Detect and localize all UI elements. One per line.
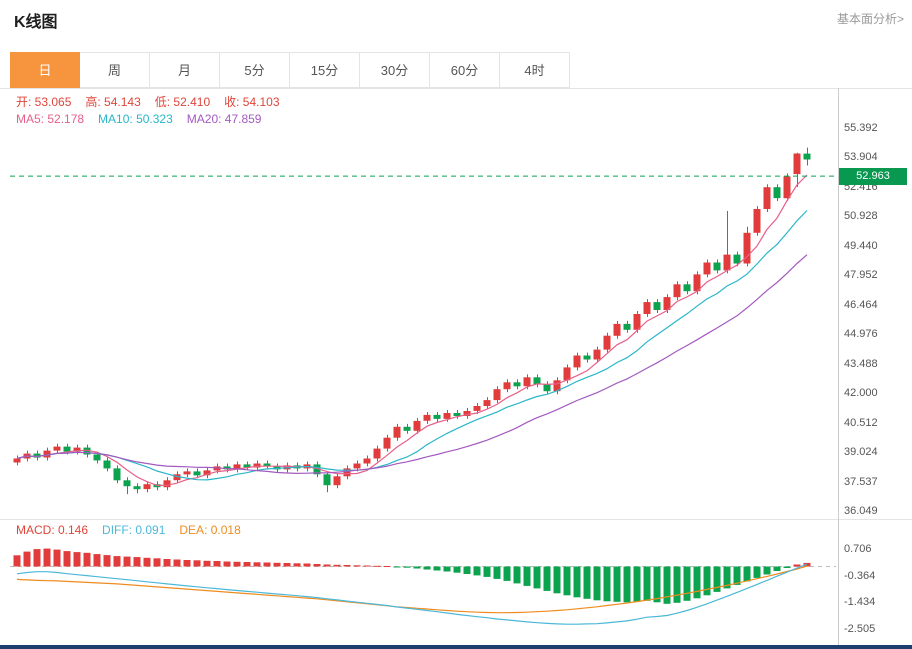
info-high: 高: 54.143	[85, 95, 141, 109]
info-open: 开: 53.065	[16, 95, 72, 109]
y-axis-label: 46.464	[844, 299, 878, 311]
tab-5分[interactable]: 5分	[220, 52, 290, 88]
dea-line	[16, 565, 808, 614]
y-axis-label: 42.000	[844, 387, 878, 399]
y-axis-label: 39.024	[844, 446, 878, 458]
tab-4时[interactable]: 4时	[500, 52, 570, 88]
y-axis-label: 47.952	[844, 269, 878, 281]
tab-日[interactable]: 日	[10, 52, 80, 88]
y-axis-line	[838, 88, 839, 645]
page-title: K线图	[14, 14, 58, 31]
ma20-line	[16, 254, 808, 475]
y-axis-label: 50.928	[844, 210, 878, 222]
info-diff: DIFF: 0.091	[102, 523, 166, 537]
y-axis-label: 55.392	[844, 122, 878, 134]
y-axis-label: 0.706	[844, 543, 872, 555]
y-axis-label: 49.440	[844, 240, 878, 252]
y-axis-label: 53.904	[844, 151, 878, 163]
ma-info: MA5: 52.178 MA10: 50.323 MA20: 47.859	[16, 112, 275, 126]
bottom-scrollbar[interactable]	[0, 645, 912, 649]
chart-top-border	[0, 88, 912, 89]
tab-60分[interactable]: 60分	[430, 52, 500, 88]
y-axis-label: -2.505	[844, 623, 876, 635]
current-price-badge: 52.963	[839, 168, 907, 185]
panel-divider	[0, 519, 912, 520]
y-axis-label: 40.512	[844, 417, 878, 429]
info-ma10: MA10: 50.323	[98, 112, 173, 126]
ma5-line	[16, 174, 808, 486]
info-close: 收: 54.103	[224, 95, 280, 109]
info-dea: DEA: 0.018	[179, 523, 241, 537]
tab-30分[interactable]: 30分	[360, 52, 430, 88]
y-axis-label: 37.537	[844, 476, 878, 488]
macd-histogram	[13, 548, 811, 604]
macd-info: MACD: 0.146 DIFF: 0.091 DEA: 0.018	[16, 523, 255, 537]
tab-周[interactable]: 周	[80, 52, 150, 88]
fundamental-analysis-link[interactable]: 基本面分析>	[836, 12, 904, 26]
candles-group	[13, 147, 811, 495]
y-axis-label: 44.976	[844, 328, 878, 340]
info-ma5: MA5: 52.178	[16, 112, 85, 126]
diff-line	[16, 563, 808, 625]
timeframe-tabs: 日周月 5分 15分 30分 60分 4时	[10, 52, 570, 88]
ohlc-info: 开: 53.065 高: 54.143 低: 52.410 收: 54.103	[16, 93, 294, 110]
tab-月[interactable]: 月	[150, 52, 220, 88]
info-low: 低: 52.410	[154, 95, 211, 109]
y-axis-label: -0.364	[844, 570, 876, 582]
info-macd: MACD: 0.146	[16, 523, 89, 537]
info-ma20: MA20: 47.859	[186, 112, 262, 126]
y-axis-label: 43.488	[844, 358, 878, 370]
tab-15分[interactable]: 15分	[290, 52, 360, 88]
y-axis-label: 36.049	[844, 505, 878, 517]
y-axis-label: -1.434	[844, 596, 876, 608]
ma10-line	[16, 210, 808, 481]
